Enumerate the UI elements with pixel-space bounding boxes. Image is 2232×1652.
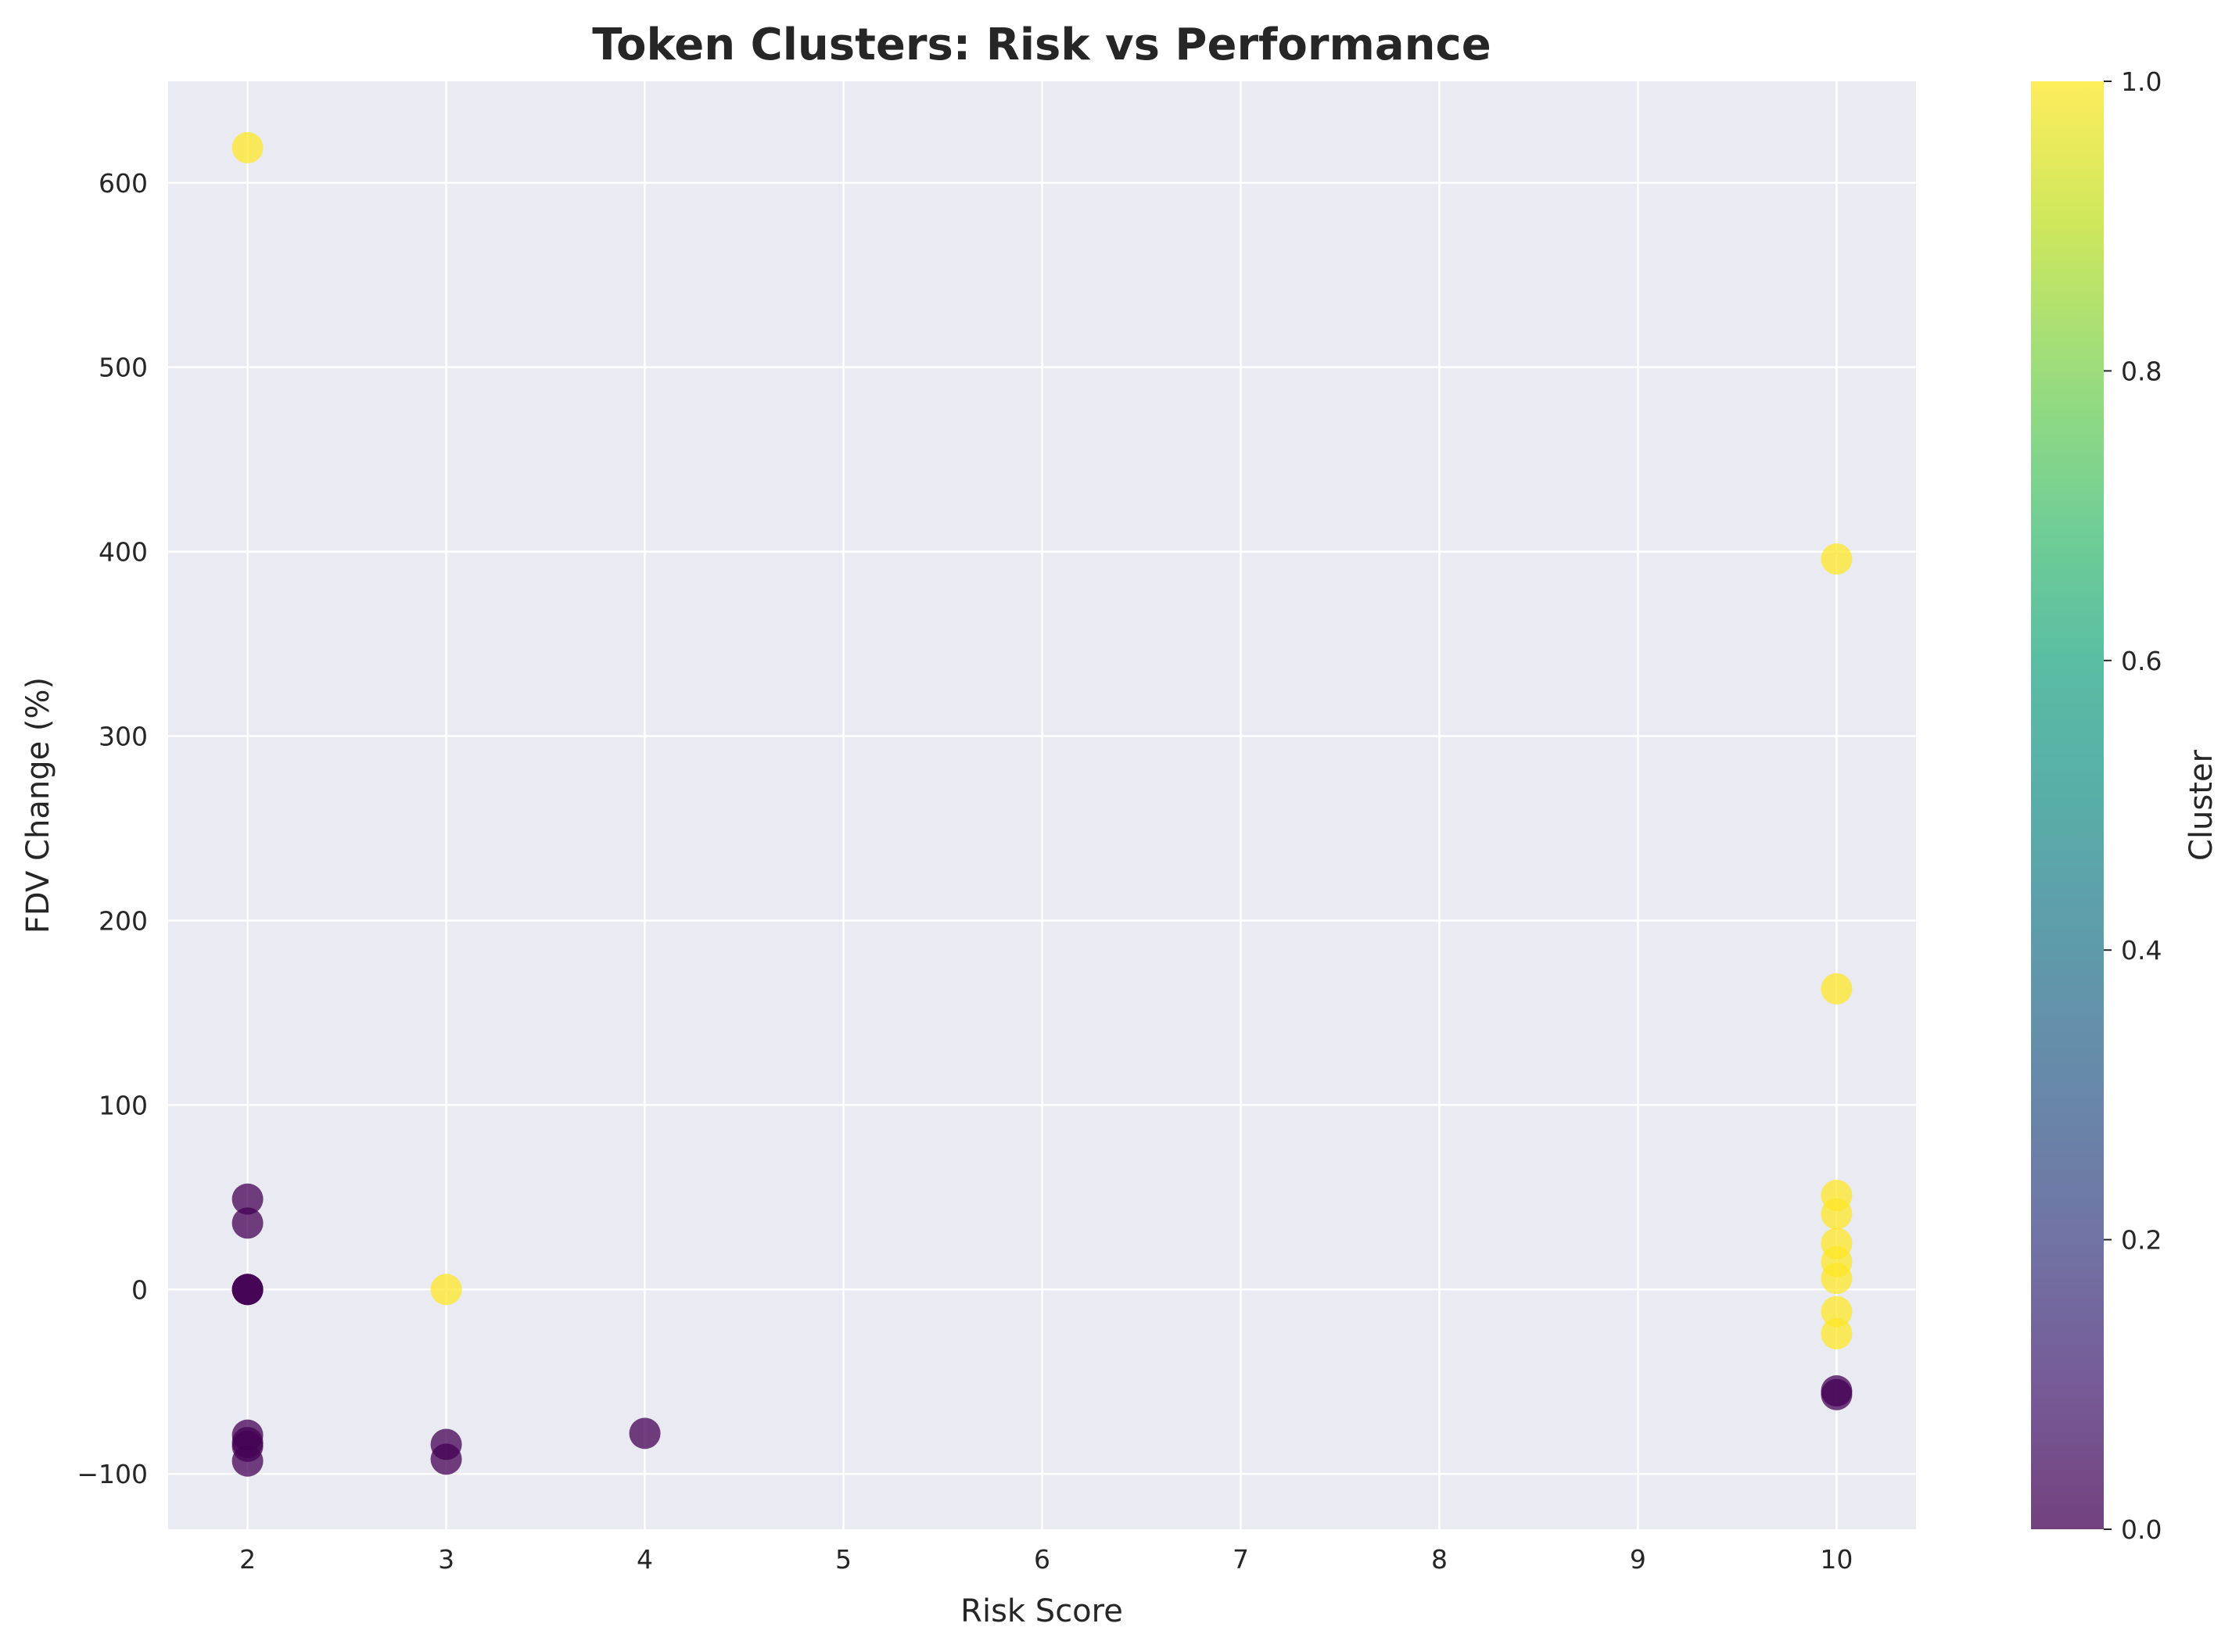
colorbar-tick-label: 0.6 <box>2121 646 2162 676</box>
x-axis-ticks: 2 3 4 5 6 7 8 9 10 <box>239 1544 1853 1575</box>
y-tick-label: 600 <box>99 168 148 199</box>
y-tick-label: 500 <box>99 353 148 383</box>
scatter-points <box>231 131 1853 1477</box>
scatter-point <box>1821 973 1853 1005</box>
scatter-point <box>1821 1198 1853 1230</box>
y-tick-label: 0 <box>131 1274 148 1305</box>
scatter-point <box>1821 1378 1853 1410</box>
scatter-point <box>231 1207 264 1239</box>
colorbar-tick-label: 0.2 <box>2121 1225 2162 1256</box>
x-tick-label: 2 <box>239 1544 256 1575</box>
y-tick-label: 200 <box>99 905 148 936</box>
colorbar-ticks: 0.0 0.2 0.4 0.6 0.8 1.0 <box>2104 66 2162 1545</box>
y-axis-label: FDV Change (%) <box>20 677 56 934</box>
x-tick-label: 6 <box>1034 1544 1050 1575</box>
chart-title: Token Clusters: Risk vs Performance <box>592 20 1491 70</box>
x-tick-label: 4 <box>637 1544 653 1575</box>
colorbar <box>2031 81 2104 1529</box>
scatter-point <box>231 1445 264 1477</box>
scatter-point <box>629 1417 661 1450</box>
y-tick-label: 400 <box>99 537 148 568</box>
scatter-point <box>231 131 264 163</box>
colorbar-tick-label: 0.8 <box>2121 356 2162 386</box>
scatter-point <box>1821 1295 1853 1328</box>
x-axis-label: Risk Score <box>960 1593 1123 1629</box>
x-tick-label: 5 <box>835 1544 852 1575</box>
scatter-point <box>1821 543 1853 575</box>
y-tick-label: 100 <box>99 1090 148 1120</box>
colorbar-label: Cluster <box>2184 749 2219 861</box>
scatter-point <box>1821 1317 1853 1349</box>
x-tick-label: 8 <box>1431 1544 1448 1575</box>
x-tick-label: 3 <box>438 1544 454 1575</box>
colorbar-tick-label: 0.0 <box>2121 1514 2162 1545</box>
scatter-point <box>231 1274 264 1306</box>
scatter-point <box>231 1183 264 1215</box>
x-tick-label: 10 <box>1820 1544 1853 1575</box>
y-tick-label: −100 <box>77 1459 148 1489</box>
scatter-point <box>430 1443 462 1475</box>
grid-lines <box>168 81 1916 1529</box>
y-tick-label: 300 <box>99 722 148 752</box>
colorbar-tick-label: 1.0 <box>2121 66 2162 97</box>
x-tick-label: 7 <box>1233 1544 1249 1575</box>
x-tick-label: 9 <box>1630 1544 1646 1575</box>
y-axis-ticks: −100 0 100 200 300 400 500 600 <box>77 168 148 1489</box>
colorbar-tick-label: 0.4 <box>2121 935 2162 966</box>
scatter-point <box>1821 1263 1853 1295</box>
scatter-point <box>430 1274 462 1306</box>
